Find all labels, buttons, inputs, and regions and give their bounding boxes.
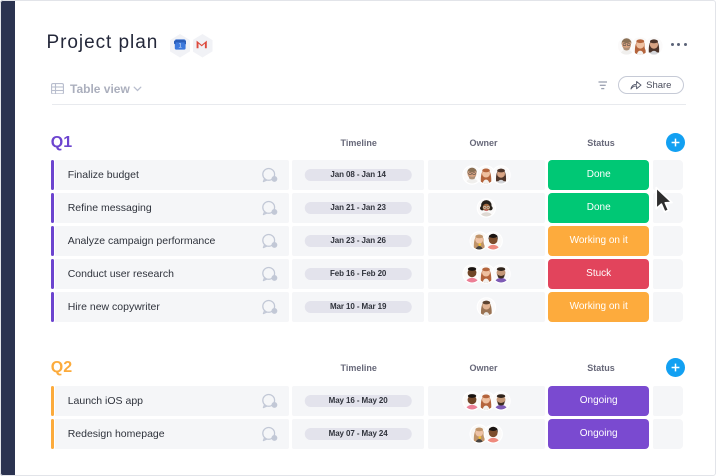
svg-text:1: 1	[178, 42, 182, 49]
